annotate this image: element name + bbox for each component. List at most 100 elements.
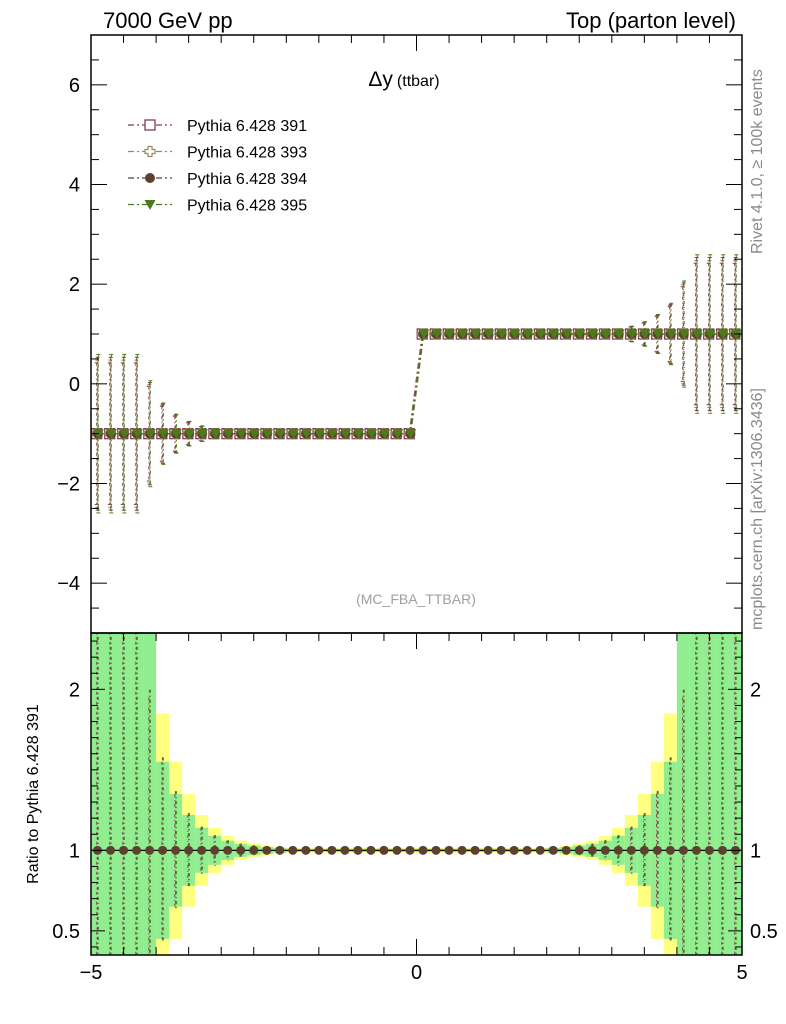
marker-filled-triangle xyxy=(131,429,143,440)
ratio-point xyxy=(340,845,350,855)
marker-filled-triangle xyxy=(587,329,599,340)
chart-title: Δy (ttbar) xyxy=(368,68,439,91)
marker-filled-triangle xyxy=(613,329,625,340)
ratio-point xyxy=(444,845,454,855)
ratio-bands xyxy=(91,633,742,955)
marker-filled-triangle xyxy=(249,429,261,440)
ratio-ytick-label-right: 1 xyxy=(750,840,761,862)
marker-filled-triangle xyxy=(483,329,495,340)
ratio-series xyxy=(91,633,742,955)
ratio-point xyxy=(652,845,662,855)
ratio-point xyxy=(626,845,636,855)
ratio-band-inner xyxy=(676,633,690,955)
header-left: 7000 GeV pp xyxy=(103,8,233,33)
ratio-band-inner xyxy=(117,633,131,955)
marker-filled-triangle xyxy=(301,429,313,440)
ratio-point xyxy=(288,845,298,855)
ratio-band-inner xyxy=(143,633,157,955)
marker-filled-triangle xyxy=(209,429,221,440)
ratio-point xyxy=(236,845,246,855)
marker-filled-triangle xyxy=(236,429,248,440)
ratio-point xyxy=(301,845,311,855)
marker-filled-triangle xyxy=(535,329,547,340)
ratio-point xyxy=(119,845,129,855)
ratio-ytick-label-right: 2 xyxy=(750,679,761,701)
marker-filled-triangle xyxy=(170,429,182,440)
ratio-point xyxy=(353,845,363,855)
ytick-label: −4 xyxy=(57,573,80,595)
watermark: (MC_FBA_TTBAR) xyxy=(356,591,476,607)
ratio-point xyxy=(613,845,623,855)
ratio-point xyxy=(275,845,285,855)
ratio-point xyxy=(327,845,337,855)
marker-filled-triangle xyxy=(574,329,586,340)
marker-filled-triangle xyxy=(561,329,573,340)
ratio-point xyxy=(223,845,233,855)
ratio-band-inner xyxy=(91,633,105,955)
ratio-point xyxy=(418,845,428,855)
marker-filled-triangle xyxy=(183,429,195,440)
marker-filled-triangle xyxy=(353,429,365,440)
marker-filled-triangle xyxy=(431,329,443,340)
marker-filled-triangle xyxy=(144,429,156,440)
ratio-point xyxy=(379,845,389,855)
ratio-point xyxy=(145,845,155,855)
ytick-label: 0 xyxy=(69,374,80,396)
ratio-point xyxy=(457,845,467,855)
ratio-point xyxy=(665,845,675,855)
legend-label: Pythia 6.428 393 xyxy=(187,145,307,162)
marker-filled-triangle xyxy=(314,429,326,440)
ratio-ylabel: Ratio to Pythia 6.428 391 xyxy=(25,704,42,884)
ratio-point xyxy=(132,845,142,855)
ratio-point xyxy=(171,845,181,855)
marker-filled-triangle xyxy=(144,200,156,210)
marker-filled-triangle xyxy=(600,329,612,340)
ratio-point xyxy=(639,845,649,855)
marker-filled-triangle xyxy=(652,329,664,340)
ratio-point xyxy=(431,845,441,855)
marker-open-cross xyxy=(144,145,156,158)
marker-filled-triangle xyxy=(509,329,521,340)
ratio-point xyxy=(392,845,402,855)
ratio-band-inner xyxy=(702,633,716,955)
ratio-point xyxy=(314,845,324,855)
ratio-point xyxy=(210,845,220,855)
series-line xyxy=(97,333,736,435)
marker-filled-triangle xyxy=(118,429,130,440)
marker-filled-triangle xyxy=(717,329,729,340)
ytick-label: 2 xyxy=(69,274,80,296)
axis-ticks xyxy=(90,34,743,955)
marker-filled-triangle xyxy=(288,429,300,440)
rivet-label: Rivet 4.1.0, ≥ 100k events xyxy=(749,69,766,254)
ratio-point xyxy=(184,845,194,855)
ratio-point xyxy=(106,845,116,855)
xtick-label: 0 xyxy=(411,962,422,984)
ratio-ytick-label: 0.5 xyxy=(52,921,80,943)
ratio-ytick-label: 2 xyxy=(69,679,80,701)
series-line xyxy=(97,333,736,435)
marker-filled-triangle xyxy=(704,329,716,340)
ratio-point xyxy=(587,845,597,855)
marker-filled-triangle xyxy=(222,429,234,440)
ratio-point xyxy=(483,845,493,855)
ratio-point xyxy=(717,845,727,855)
ratio-point xyxy=(561,845,571,855)
ratio-band-inner xyxy=(728,633,742,955)
marker-filled-triangle xyxy=(340,429,352,440)
ratio-point xyxy=(262,845,272,855)
marker-filled-triangle xyxy=(470,329,482,340)
series-3 xyxy=(92,257,741,511)
ytick-label: 4 xyxy=(69,175,80,197)
ratio-point xyxy=(197,845,207,855)
ratio-point xyxy=(496,845,506,855)
ytick-label: −2 xyxy=(57,474,80,496)
marker-filled-triangle xyxy=(275,429,287,440)
series-4 xyxy=(92,254,742,514)
ratio-ytick-label-right: 0.5 xyxy=(750,921,778,943)
legend-label: Pythia 6.428 391 xyxy=(187,118,307,135)
ratio-ytick-label: 1 xyxy=(69,840,80,862)
ratio-point xyxy=(509,845,519,855)
main-series xyxy=(91,254,742,514)
ratio-point xyxy=(470,845,480,855)
